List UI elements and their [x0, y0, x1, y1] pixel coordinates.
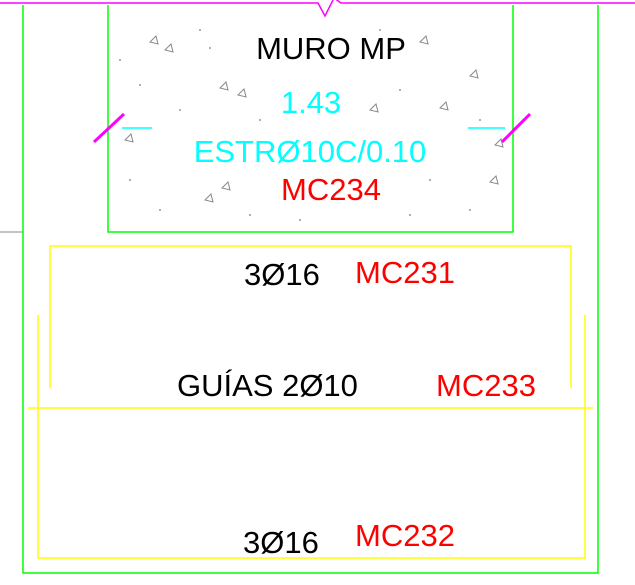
- concrete-hatch: [124, 35, 504, 203]
- rebar: [28, 245, 593, 559]
- guide-bars-label: GUÍAS 2Ø10: [177, 368, 358, 403]
- break-line: [0, 0, 635, 18]
- outer-outline: [22, 5, 599, 574]
- wall-outline: [107, 5, 514, 233]
- bottom-bars-label: 3Ø16: [243, 525, 319, 560]
- top-bars-label: 3Ø16: [244, 257, 320, 292]
- dimension: [92, 112, 532, 144]
- dimension-label: 1.43: [281, 85, 341, 120]
- wall-name: MURO MP: [256, 31, 406, 66]
- wall-mark: MC234: [281, 172, 381, 207]
- guide-bars-mark: MC233: [436, 368, 536, 403]
- top-bars-mark: MC231: [355, 255, 455, 290]
- bottom-bars-mark: MC232: [355, 518, 455, 553]
- hatch-dots: [119, 29, 481, 221]
- stirrups-label: ESTRØ10C/0.10: [194, 134, 427, 169]
